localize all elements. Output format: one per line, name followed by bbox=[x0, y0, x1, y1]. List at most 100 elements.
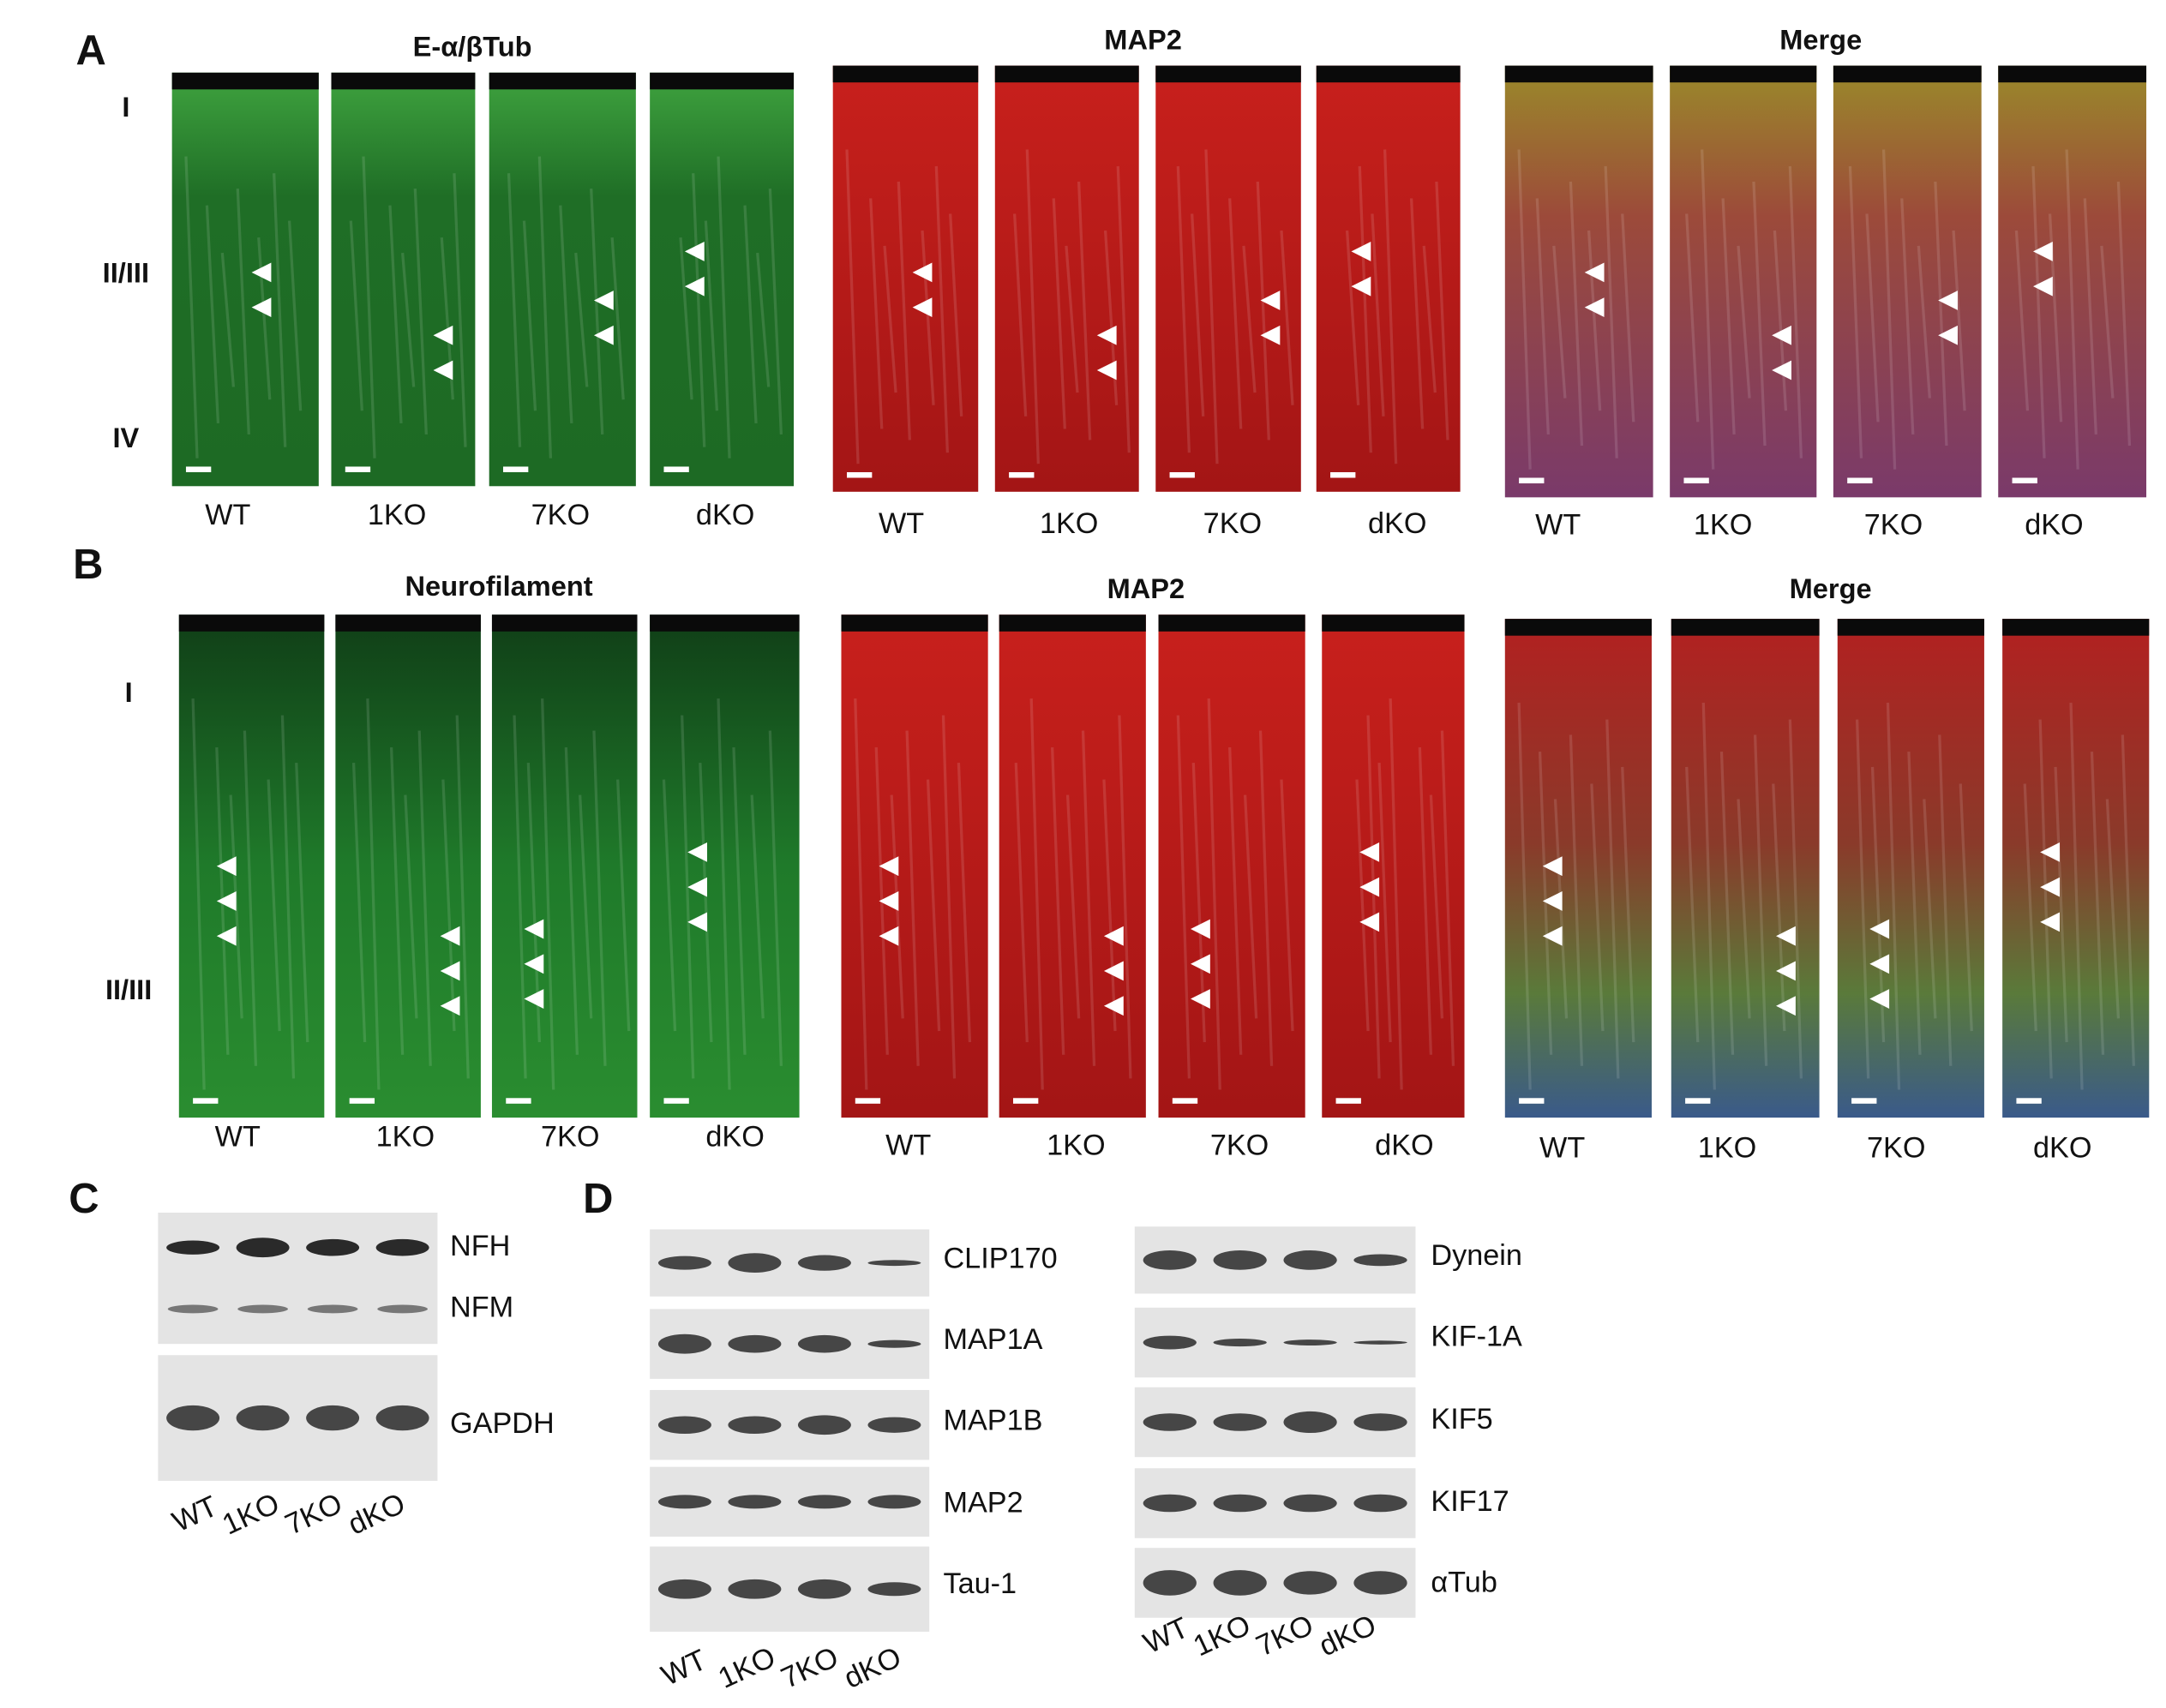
dendrite bbox=[1737, 799, 1751, 1019]
scale-bar bbox=[663, 466, 689, 472]
genotype-label: 1KO bbox=[1698, 1132, 1756, 1165]
arrowhead bbox=[684, 276, 705, 297]
panel-title: Neurofilament bbox=[405, 570, 593, 602]
dendrite bbox=[2090, 751, 2105, 1055]
genotype-label: dKO bbox=[696, 499, 754, 531]
blot-band bbox=[1283, 1411, 1337, 1434]
blot-band bbox=[377, 1304, 428, 1314]
layer-label: I bbox=[122, 91, 129, 123]
scale-bar bbox=[1172, 1098, 1198, 1104]
blot-band bbox=[375, 1238, 429, 1256]
lane-label: 1KO bbox=[218, 1487, 285, 1541]
genotype-label: WT bbox=[1539, 1132, 1585, 1165]
arrowhead bbox=[1191, 989, 1210, 1009]
layer-label: I bbox=[125, 676, 133, 708]
scale-bar bbox=[502, 466, 529, 472]
panel-title: MAP2 bbox=[1107, 572, 1185, 604]
dendrite bbox=[1228, 198, 1243, 429]
lane-label: 1KO bbox=[713, 1641, 780, 1695]
dendrite bbox=[1358, 165, 1372, 453]
dendrite bbox=[743, 205, 758, 424]
arrowhead bbox=[912, 262, 933, 283]
dendrite bbox=[220, 252, 236, 387]
arrowhead bbox=[1103, 926, 1124, 946]
blot-band bbox=[166, 1240, 220, 1255]
arrowhead bbox=[1584, 262, 1605, 283]
band-label: CLIP170 bbox=[943, 1242, 1057, 1274]
dendrite bbox=[699, 762, 713, 1043]
dendrite bbox=[592, 730, 607, 1066]
arrowhead bbox=[216, 926, 237, 946]
arrowhead bbox=[1584, 297, 1605, 318]
dendrite bbox=[1081, 730, 1096, 1066]
lane-label: 7KO bbox=[777, 1641, 843, 1695]
dendrite bbox=[2038, 719, 2053, 1079]
dendrite bbox=[1900, 198, 1915, 435]
dendrite bbox=[541, 698, 555, 1090]
arrowhead bbox=[593, 325, 614, 345]
dendrite bbox=[1176, 165, 1191, 453]
scale-bar bbox=[345, 466, 371, 472]
blot-band bbox=[1213, 1338, 1267, 1347]
micrograph bbox=[1670, 65, 1817, 498]
scale-bar bbox=[1335, 1098, 1361, 1104]
genotype-label: WT bbox=[879, 507, 924, 540]
dendrite bbox=[205, 205, 220, 424]
band-label: KIF5 bbox=[1431, 1403, 1492, 1435]
scale-bar bbox=[847, 471, 873, 478]
pia-surface bbox=[1504, 619, 1652, 636]
blot-band bbox=[1283, 1339, 1337, 1345]
micrograph bbox=[171, 72, 319, 487]
pia-surface bbox=[832, 65, 979, 83]
band-label: Dynein bbox=[1431, 1239, 1522, 1272]
dendrite bbox=[1029, 698, 1044, 1090]
band-label: GAPDH bbox=[450, 1407, 555, 1440]
dendrite bbox=[1118, 715, 1132, 1079]
dendrite bbox=[1752, 181, 1767, 446]
arrowhead bbox=[2040, 877, 2060, 897]
dendrite bbox=[417, 730, 432, 1066]
blot-band bbox=[1213, 1494, 1267, 1513]
arrowhead bbox=[433, 360, 453, 381]
arrowhead bbox=[1103, 961, 1124, 981]
dendrite bbox=[243, 730, 258, 1066]
band-label: Tau-1 bbox=[943, 1567, 1017, 1600]
blot-band bbox=[1143, 1250, 1197, 1270]
dendrite bbox=[681, 715, 695, 1079]
blot-band bbox=[236, 1405, 290, 1431]
arrowhead bbox=[2040, 912, 2060, 932]
blot-band bbox=[728, 1579, 782, 1599]
band-label: αTub bbox=[1431, 1567, 1497, 1599]
scale-bar bbox=[193, 1098, 219, 1104]
micrograph bbox=[841, 614, 988, 1118]
micrograph bbox=[491, 614, 638, 1118]
dendrite bbox=[1772, 783, 1786, 1032]
dendrite bbox=[1256, 181, 1270, 440]
arrowhead bbox=[1772, 325, 1791, 345]
lane-label: dKO bbox=[343, 1487, 410, 1541]
band-label: MAP1B bbox=[943, 1405, 1042, 1437]
genotype-label: dKO bbox=[2025, 509, 2083, 542]
panel-title: Merge bbox=[1790, 572, 1872, 604]
micrograph bbox=[1158, 614, 1305, 1118]
blot-band bbox=[797, 1255, 851, 1271]
dendrite bbox=[191, 698, 206, 1090]
dendrite bbox=[768, 188, 783, 435]
blot-band bbox=[657, 1256, 711, 1270]
dendrite bbox=[2121, 734, 2135, 1066]
dendrite bbox=[366, 698, 381, 1090]
dendrite bbox=[1366, 715, 1381, 1079]
arrowhead bbox=[440, 961, 460, 981]
dendrite bbox=[1191, 213, 1205, 417]
dendrite bbox=[1517, 149, 1532, 470]
dendrite bbox=[1701, 702, 1716, 1090]
arrowhead bbox=[879, 891, 899, 911]
dendrite bbox=[717, 156, 731, 458]
dendrite bbox=[1116, 165, 1131, 453]
arrowhead bbox=[879, 856, 899, 877]
micrograph bbox=[1504, 65, 1653, 498]
dendrite bbox=[2100, 245, 2115, 399]
dendrite bbox=[1855, 719, 1870, 1079]
dendrite bbox=[287, 220, 303, 411]
